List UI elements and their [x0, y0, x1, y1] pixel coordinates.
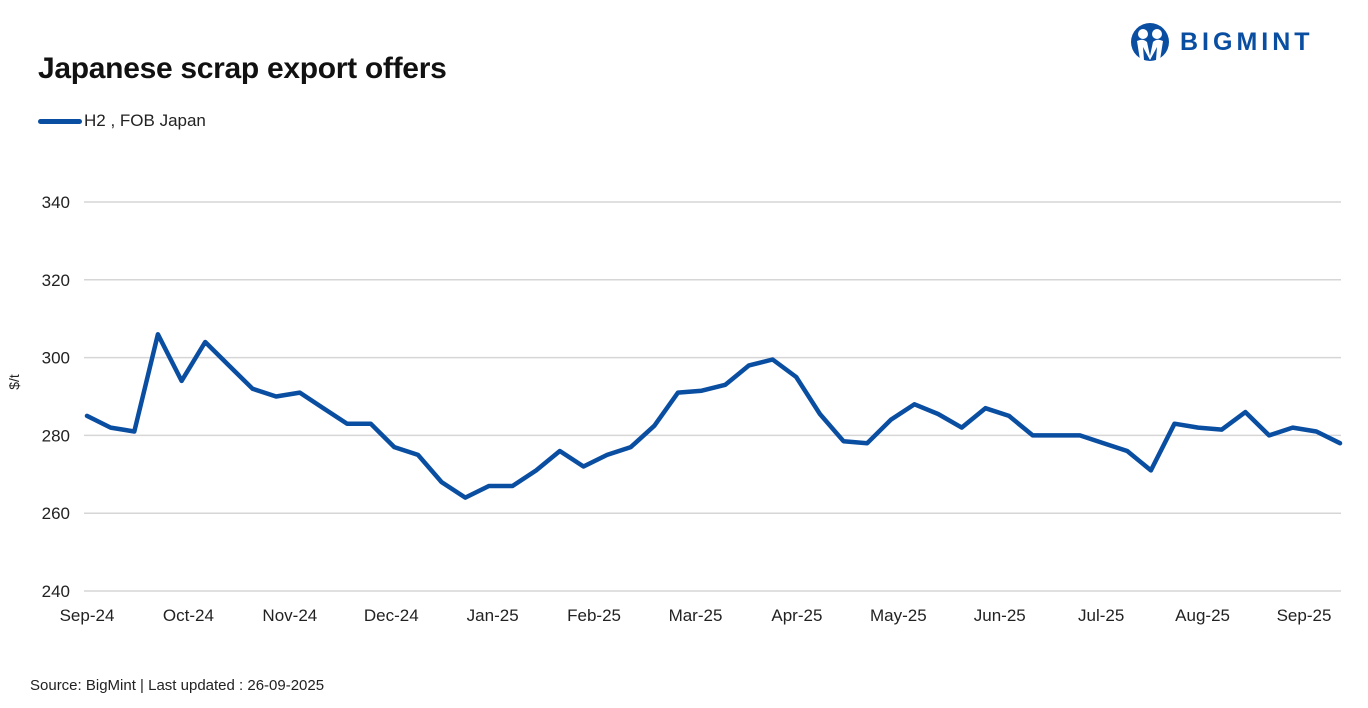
legend-label: H2 , FOB Japan [84, 111, 206, 130]
y-tick-label: 240 [42, 582, 70, 601]
x-axis-ticks: Sep-24 Oct-24 Nov-24 Dec-24 Jan-25 Feb-25 Mar-… [60, 606, 1332, 625]
brand-name: BIGMINT [1180, 27, 1314, 56]
x-tick-label: Nov-24 [262, 606, 317, 625]
x-tick-label: Jun-25 [974, 606, 1026, 625]
y-tick-label: 260 [42, 504, 70, 523]
chart-title: Japanese scrap export offers [38, 52, 447, 85]
x-tick-label: Apr-25 [771, 606, 822, 625]
x-tick-label: Sep-24 [60, 606, 115, 625]
x-tick-label: Sep-25 [1277, 606, 1332, 625]
source-footer: Source: BigMint | Last updated : 26-09-2… [30, 677, 325, 694]
bigmint-emblem-icon [1131, 23, 1169, 61]
y-tick-label: 300 [42, 349, 70, 368]
bigmint-logo: BIGMINT [1130, 22, 1314, 62]
y-tick-label: 280 [42, 426, 70, 445]
x-tick-label: Aug-25 [1175, 606, 1230, 625]
x-tick-label: Jul-25 [1078, 606, 1124, 625]
legend-line-swatch [38, 118, 82, 124]
x-tick-label: Oct-24 [163, 606, 214, 625]
x-tick-label: Feb-25 [567, 606, 621, 625]
x-tick-label: Dec-24 [364, 606, 419, 625]
y-axis-title: $/t [6, 374, 22, 390]
x-tick-label: Jan-25 [467, 606, 519, 625]
series-line-h2-fob-japan [84, 332, 1343, 500]
legend: H2 , FOB Japan [38, 111, 206, 131]
x-tick-label: Mar-25 [669, 606, 723, 625]
y-tick-label: 320 [42, 271, 70, 290]
y-axis-ticks: 240 260 280 300 320 340 [42, 193, 70, 601]
gridlines [84, 201, 1341, 592]
x-tick-label: May-25 [870, 606, 927, 625]
y-tick-label: 340 [42, 193, 70, 212]
